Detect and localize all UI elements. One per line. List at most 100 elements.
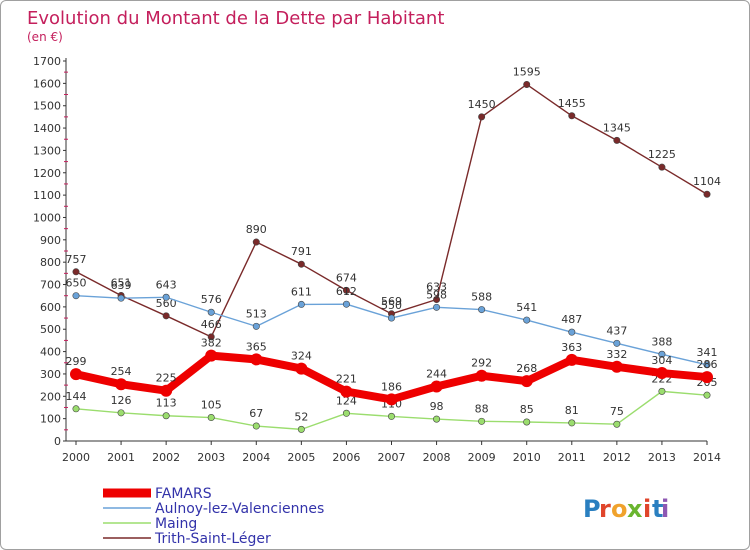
data-point xyxy=(613,339,621,347)
data-label: 1455 xyxy=(558,97,586,110)
logo-letter: o xyxy=(611,495,628,523)
data-point xyxy=(297,260,305,268)
data-label: 598 xyxy=(426,288,447,301)
data-label: 633 xyxy=(426,281,447,294)
series-maing: 14412611310567521241109888858175222205 xyxy=(66,372,718,433)
data-point xyxy=(252,322,260,330)
x-tick-label: 2010 xyxy=(513,451,541,464)
data-label: 1225 xyxy=(648,148,676,161)
series-trith-saint-leger: 757 651 560 466 890 791 674 569 633 1450 1595 1455 1… xyxy=(66,65,721,341)
data-point xyxy=(160,384,173,397)
data-point xyxy=(703,361,711,369)
y-tick-label: 500 xyxy=(40,323,61,336)
axes: 0 100 200 300 400 500 600 700 800 900 1000 1100 1200… xyxy=(33,55,721,464)
data-label: 651 xyxy=(111,276,132,289)
data-label: 541 xyxy=(516,301,537,314)
x-tick-label: 2004 xyxy=(242,451,270,464)
data-label: 487 xyxy=(561,313,582,326)
data-point xyxy=(342,409,350,417)
y-tick-label: 1100 xyxy=(33,189,61,202)
data-point xyxy=(478,306,486,314)
data-point xyxy=(520,375,533,388)
y-tick-label: 800 xyxy=(40,256,61,269)
data-label: 1595 xyxy=(513,65,541,78)
series-famars: 299 254 225 382 365 324 221 186 244 292 268 363 332 3… xyxy=(66,337,718,406)
data-label: 85 xyxy=(520,403,534,416)
data-label: 388 xyxy=(651,335,672,348)
data-label: 292 xyxy=(471,357,492,370)
chart-title: Evolution du Montant de la Dette par Hab… xyxy=(27,8,444,29)
data-point xyxy=(207,333,215,341)
data-point xyxy=(207,414,215,422)
data-label: 105 xyxy=(201,399,222,412)
data-point xyxy=(162,293,170,301)
data-label: 98 xyxy=(430,400,444,413)
data-point xyxy=(568,112,576,120)
data-point xyxy=(385,393,398,406)
data-point xyxy=(72,292,80,300)
y-tick-label: 1700 xyxy=(33,55,61,68)
data-label: 650 xyxy=(66,277,87,290)
x-tick-label: 2009 xyxy=(468,451,496,464)
data-point xyxy=(433,296,441,304)
y-tick-label: 200 xyxy=(40,390,61,403)
data-label: 244 xyxy=(426,367,447,380)
data-point xyxy=(568,419,576,427)
data-point xyxy=(478,113,486,121)
logo-letter: P xyxy=(583,495,601,523)
data-label: 576 xyxy=(201,293,222,306)
legend-label: Maing xyxy=(155,516,197,532)
x-tick-label: 2002 xyxy=(152,451,180,464)
data-point xyxy=(252,422,260,430)
series-layer: 757 651 560 466 890 791 674 569 633 1450 1595 1455 1… xyxy=(66,65,721,433)
data-point xyxy=(207,308,215,316)
data-point xyxy=(478,417,486,425)
data-label: 332 xyxy=(606,348,627,361)
data-point xyxy=(658,387,666,395)
logo-letter: r xyxy=(599,495,611,523)
data-label: 513 xyxy=(246,307,267,320)
x-tick-label: 2013 xyxy=(648,451,676,464)
data-point xyxy=(658,163,666,171)
data-point xyxy=(72,268,80,276)
data-point xyxy=(340,385,353,398)
data-point xyxy=(115,378,128,391)
x-tick-label: 2001 xyxy=(107,451,135,464)
y-tick-label: 600 xyxy=(40,301,61,314)
data-label: 186 xyxy=(381,380,402,393)
data-point xyxy=(565,353,578,366)
data-label: 382 xyxy=(201,337,222,350)
data-point xyxy=(430,380,443,393)
data-label: 324 xyxy=(291,350,312,363)
data-label: 588 xyxy=(471,291,492,304)
data-label: 1345 xyxy=(603,121,631,134)
x-tick-label: 2003 xyxy=(197,451,225,464)
x-tick-label: 2007 xyxy=(378,451,406,464)
data-point xyxy=(252,238,260,246)
data-label: 363 xyxy=(561,341,582,354)
data-label: 81 xyxy=(565,404,579,417)
chart-subtitle: (en €) xyxy=(27,30,63,44)
data-label: 1450 xyxy=(468,98,496,111)
legend: FAMARSAulnoy-lez-ValenciennesMaingTrith-… xyxy=(103,486,324,547)
data-point xyxy=(523,418,531,426)
data-point xyxy=(523,316,531,324)
data-label: 225 xyxy=(156,372,177,385)
data-point xyxy=(703,391,711,399)
x-tick-label: 2000 xyxy=(62,451,90,464)
data-label: 639 xyxy=(111,279,132,292)
data-label: 304 xyxy=(651,354,672,367)
data-label: 1104 xyxy=(693,175,721,188)
logo-letter: i xyxy=(643,495,651,523)
y-tick-label: 700 xyxy=(40,279,61,292)
legend-label: Trith-Saint-Léger xyxy=(154,531,271,547)
data-point xyxy=(342,286,350,294)
data-label: 643 xyxy=(156,278,177,291)
data-label: 466 xyxy=(201,318,222,331)
data-point xyxy=(613,136,621,144)
x-tick-label: 2005 xyxy=(287,451,315,464)
y-tick-label: 1000 xyxy=(33,211,61,224)
data-point xyxy=(250,353,263,366)
